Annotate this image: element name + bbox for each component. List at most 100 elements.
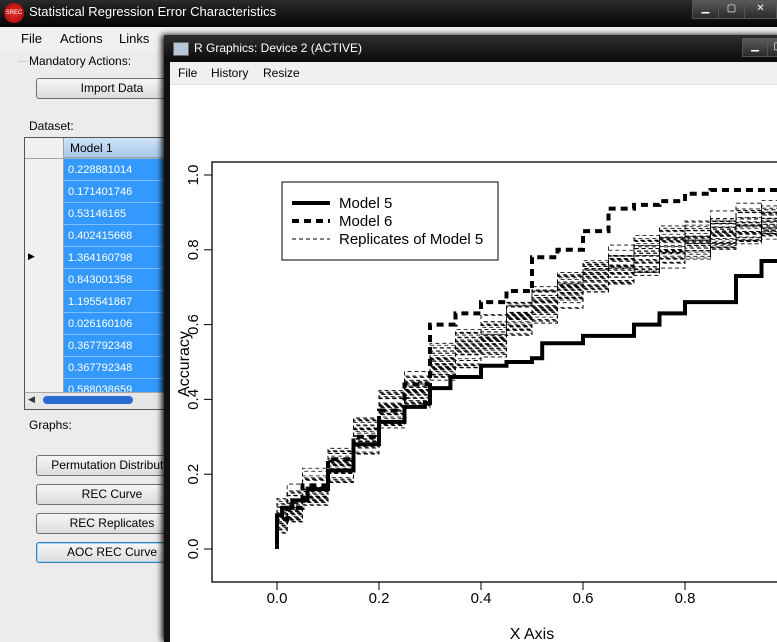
main-titlebar: SREC Statistical Regression Error Charac…	[0, 0, 777, 27]
y-tick-label: 0.6	[185, 314, 202, 335]
replicate-line	[276, 238, 777, 549]
close-icon: ✕	[756, 3, 765, 14]
rec-plot: 0.00.20.40.60.810.00.20.40.60.81.0 X Axi…	[176, 161, 777, 642]
y-tick-label: 1.0	[185, 165, 202, 186]
grid-cell[interactable]: 0.171401746	[64, 181, 175, 203]
r-graphics-window: R Graphics: Device 2 (ACTIVE) ▁ ▢ File H…	[164, 35, 777, 642]
replicate-line	[276, 233, 777, 549]
horizontal-scrollbar[interactable]: ◀	[25, 392, 175, 409]
replicate-line	[276, 227, 777, 549]
legend-replicates-label: Replicates of Model 5	[339, 231, 483, 248]
replicate-line	[276, 221, 777, 549]
replicate-line	[276, 223, 777, 549]
row-header[interactable]	[25, 291, 64, 314]
replicate-line	[276, 211, 777, 549]
grid-cell[interactable]: 0.026160106	[64, 313, 175, 335]
x-tick-label: 0.0	[267, 590, 288, 607]
model-6-line	[275, 187, 777, 549]
replicate-line	[276, 224, 777, 549]
x-tick-label: 0.2	[369, 590, 390, 607]
r-window-title: R Graphics: Device 2 (ACTIVE)	[194, 41, 363, 55]
r-menu-resize[interactable]: Resize	[263, 66, 300, 80]
replicate-line	[276, 218, 777, 549]
scroll-left-icon[interactable]: ◀	[28, 394, 35, 404]
close-button[interactable]: ✕	[744, 0, 777, 19]
import-data-button[interactable]: Import Data	[36, 78, 188, 99]
replicate-line	[276, 230, 777, 549]
row-header[interactable]	[25, 203, 64, 226]
x-tick-label: 0.4	[471, 590, 492, 607]
grid-cell[interactable]: 0.228881014	[64, 159, 175, 181]
rec-curve-button[interactable]: REC Curve	[36, 484, 188, 505]
grid-cell[interactable]: 0.402415668	[64, 225, 175, 247]
grid-cell[interactable]: 0.843001358	[64, 269, 175, 291]
replicate-line	[276, 234, 777, 549]
replicate-line	[276, 222, 777, 549]
minimize-button[interactable]: ▁	[692, 0, 719, 19]
replicate-line	[276, 221, 777, 549]
dataset-grid[interactable]: Model 1 0.228881014 0.171401746 0.53146165…	[24, 137, 176, 410]
rec-replicates-button[interactable]: REC Replicates	[36, 513, 188, 534]
minimize-icon: ▁	[701, 3, 710, 14]
replicate-line	[276, 225, 777, 549]
r-menu-history[interactable]: History	[211, 66, 249, 80]
x-axis-label: X Axis	[510, 626, 554, 642]
grid-cell[interactable]: 0.53146165	[64, 203, 175, 225]
replicate-line	[276, 217, 777, 549]
menu-links[interactable]: Links	[119, 31, 150, 46]
replicate-line	[276, 211, 777, 549]
menu-file[interactable]: File	[21, 31, 42, 46]
series-layer	[275, 187, 777, 549]
r-maximize-button[interactable]: ▢	[767, 38, 777, 57]
window-title: Statistical Regression Error Characteris…	[29, 4, 277, 19]
row-header[interactable]	[25, 269, 64, 292]
row-header[interactable]	[25, 225, 64, 248]
replicate-line	[276, 221, 777, 549]
r-minimize-button[interactable]: ▁	[742, 38, 768, 57]
legend-model-5-label: Model 5	[339, 195, 392, 212]
row-header[interactable]: ▶	[25, 247, 64, 270]
replicate-line	[276, 230, 777, 549]
row-header[interactable]	[25, 159, 64, 182]
grid-cell[interactable]: 0.367792348	[64, 357, 175, 379]
replicate-line	[276, 200, 777, 549]
group-border	[18, 61, 28, 62]
replicate-line	[276, 212, 777, 549]
replicate-line	[276, 213, 777, 549]
mandatory-actions-label: Mandatory Actions:	[29, 54, 132, 68]
replicate-line	[276, 235, 777, 549]
y-tick-label: 0.0	[185, 539, 202, 560]
menu-actions[interactable]: Actions	[60, 31, 103, 46]
row-header[interactable]	[25, 335, 64, 358]
replicate-line	[276, 224, 777, 549]
row-header[interactable]	[25, 357, 64, 380]
replicate-line	[276, 221, 777, 549]
column-header-model-1[interactable]: Model 1	[64, 138, 175, 158]
grid-cell[interactable]: 1.364160798	[64, 247, 175, 269]
x-tick-label: 0.8	[675, 590, 696, 607]
axis-layer: 0.00.20.40.60.810.00.20.40.60.81.0	[185, 165, 777, 607]
replicate-line	[276, 228, 777, 549]
dataset-label: Dataset:	[29, 119, 74, 133]
grid-cell[interactable]: 1.195541867	[64, 291, 175, 313]
grid-cell[interactable]: 0.367792348	[64, 335, 175, 357]
r-menu-file[interactable]: File	[178, 66, 198, 80]
current-row-indicator-icon: ▶	[28, 251, 35, 261]
aoc-rec-curve-button[interactable]: AOC REC Curve	[36, 542, 188, 563]
app-logo-icon: SREC	[4, 3, 24, 23]
replicate-line	[276, 223, 777, 549]
replicate-line	[276, 209, 777, 549]
row-header[interactable]	[25, 313, 64, 336]
scrollbar-thumb[interactable]	[43, 396, 133, 404]
replicate-line	[276, 214, 777, 549]
legend-model-6-label: Model 6	[339, 213, 392, 230]
row-header[interactable]	[25, 181, 64, 204]
graphs-label: Graphs:	[29, 418, 72, 432]
replicate-line	[276, 220, 777, 549]
r-window-icon	[173, 42, 189, 56]
replicate-line	[276, 232, 777, 549]
y-tick-label: 0.8	[185, 239, 202, 260]
x-tick-label: 0.6	[573, 590, 594, 607]
maximize-button[interactable]: ▢	[718, 0, 745, 19]
y-axis-label: Accuracy	[176, 331, 193, 397]
